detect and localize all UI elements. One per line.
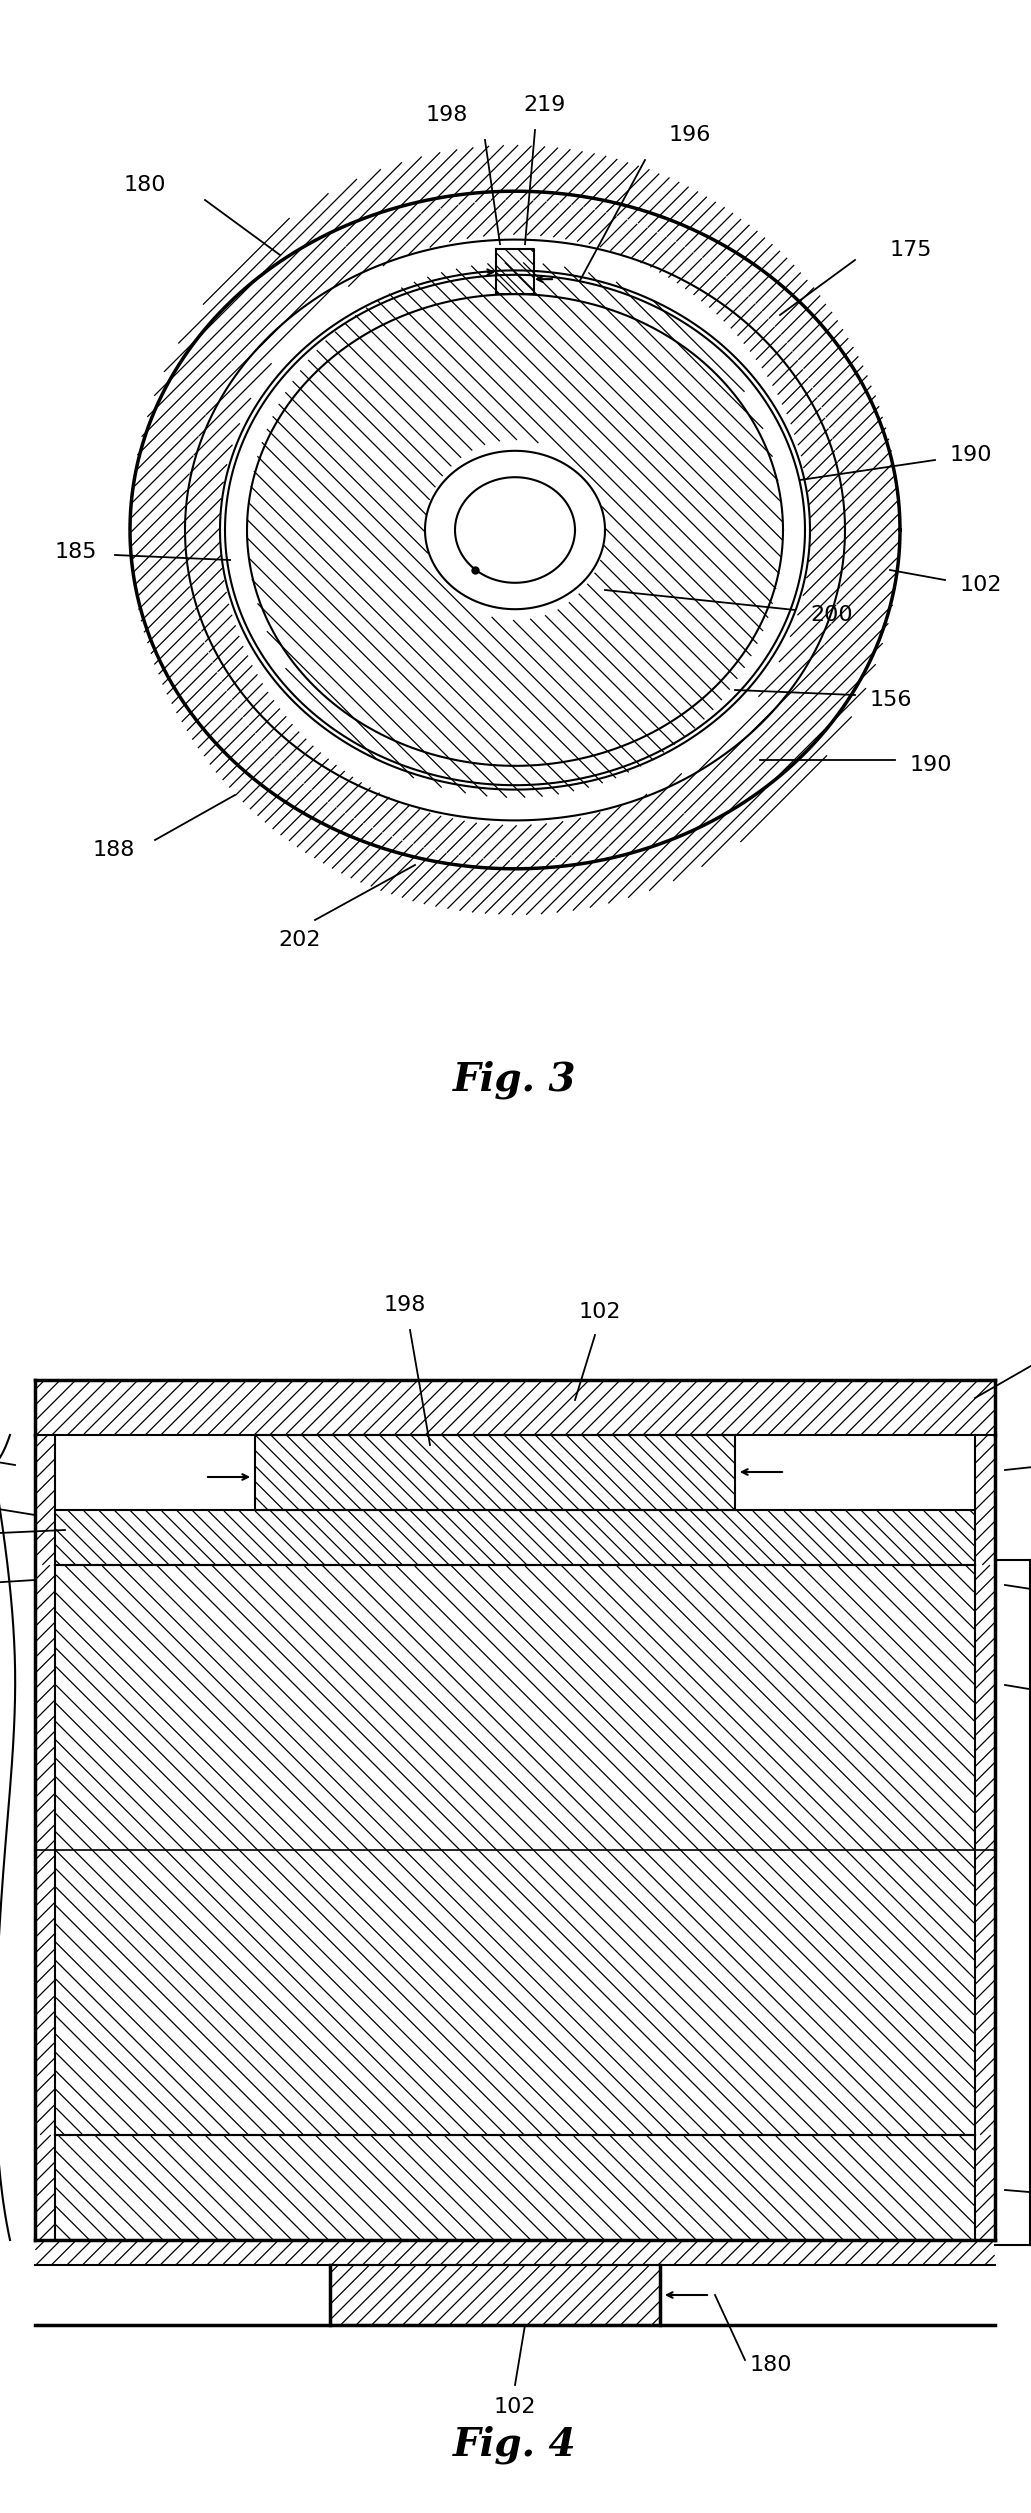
Text: Fig. 4: Fig. 4	[454, 2425, 576, 2465]
Text: 102: 102	[494, 2397, 536, 2418]
Text: 156: 156	[870, 691, 912, 711]
Text: 102: 102	[578, 1302, 622, 1322]
Text: 198: 198	[426, 106, 468, 126]
Text: 190: 190	[910, 754, 953, 774]
Text: 190: 190	[950, 445, 993, 465]
Text: 200: 200	[810, 606, 853, 626]
Text: 102: 102	[960, 575, 1002, 596]
Text: Fig. 3: Fig. 3	[454, 1060, 576, 1098]
Text: 196: 196	[669, 126, 711, 146]
Text: 180: 180	[750, 2355, 793, 2375]
Text: 202: 202	[278, 930, 322, 950]
Text: 198: 198	[384, 1294, 426, 1314]
Text: 188: 188	[93, 839, 135, 859]
Text: 175: 175	[890, 241, 932, 259]
Text: 185: 185	[55, 543, 97, 563]
Text: 219: 219	[524, 95, 566, 116]
Text: 180: 180	[124, 176, 166, 196]
